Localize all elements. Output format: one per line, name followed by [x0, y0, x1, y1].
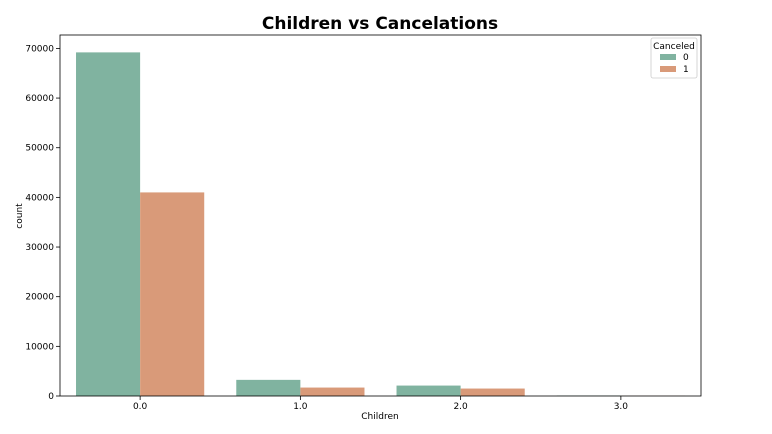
bar-0-0-canceled-0 — [76, 52, 141, 396]
x-axis-label: Children — [361, 412, 398, 422]
y-tick-label: 10000 — [25, 342, 54, 352]
y-tick-label: 30000 — [25, 243, 54, 253]
legend-label-1: 1 — [683, 65, 689, 75]
y-tick-label: 50000 — [25, 144, 54, 154]
legend-swatch-1 — [660, 66, 676, 72]
bar-1-0-canceled-0 — [236, 379, 301, 396]
legend-label-0: 0 — [683, 53, 689, 63]
y-tick-label: 20000 — [25, 293, 54, 303]
bar-2-0-canceled-0 — [396, 385, 461, 396]
legend-swatch-0 — [660, 54, 676, 60]
chart-title: Children vs Cancelations — [262, 14, 498, 34]
legend: Canceled 01 — [650, 37, 698, 79]
x-tick-label: 1.0 — [293, 402, 308, 412]
y-tick-label: 0 — [48, 392, 54, 402]
x-axis-ticks: 0.0 1.0 2.0 3.0 — [133, 396, 628, 412]
x-tick-label: 0.0 — [133, 402, 148, 412]
bar-0-0-canceled-1 — [140, 192, 205, 396]
bar-1-0-canceled-1 — [300, 387, 365, 396]
y-tick-label: 70000 — [25, 44, 54, 54]
y-tick-label: 40000 — [25, 193, 54, 203]
plot-frame — [59, 34, 702, 397]
y-axis-label: count — [15, 203, 25, 229]
legend-title: Canceled — [653, 42, 695, 52]
bar-2-0-canceled-1 — [460, 388, 525, 396]
x-tick-label: 2.0 — [453, 402, 468, 412]
y-tick-label: 60000 — [25, 94, 54, 104]
y-axis-ticks: 0 10000 20000 30000 40000 50000 60000 70000 — [25, 44, 60, 402]
legend-items: 01 — [660, 53, 689, 75]
bars-group — [76, 52, 685, 396]
x-tick-label: 3.0 — [614, 402, 629, 412]
